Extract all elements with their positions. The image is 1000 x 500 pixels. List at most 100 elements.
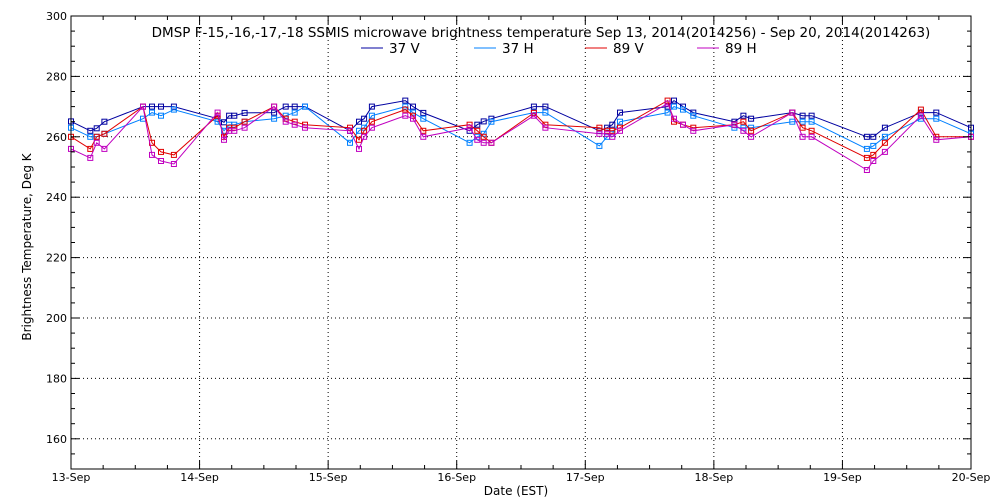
data-point: [596, 130, 603, 137]
data-point: [158, 158, 164, 164]
data-point: [748, 115, 755, 122]
data-point: [466, 124, 473, 131]
data-point: [480, 118, 487, 125]
data-point: [241, 124, 248, 131]
y-tick-label: 300: [46, 10, 67, 23]
x-tick-label: 19-Sep: [823, 471, 862, 484]
data-point: [870, 142, 877, 149]
x-tick-label: 14-Sep: [180, 471, 219, 484]
data-point: [410, 103, 416, 110]
y-tick-label: 220: [46, 252, 67, 265]
legend-label: 89 H: [725, 41, 757, 57]
data-point: [617, 127, 623, 134]
data-point: [282, 103, 289, 110]
legend-item: 89 H: [697, 41, 757, 57]
data-point: [101, 145, 108, 152]
data-point: [933, 115, 940, 122]
data-point: [347, 124, 353, 131]
data-point: [271, 103, 278, 110]
data-point: [748, 133, 755, 140]
data-point: [530, 112, 537, 119]
data-point: [420, 115, 427, 122]
x-tick-label: 16-Sep: [437, 471, 476, 484]
data-point: [863, 145, 870, 152]
legend-item: 37 V: [361, 41, 420, 57]
data-point: [863, 167, 870, 173]
data-point: [748, 127, 755, 134]
x-tick-label: 18-Sep: [695, 471, 734, 484]
data-point: [101, 118, 108, 125]
data-point: [368, 118, 375, 125]
data-point: [214, 109, 221, 116]
data-point: [870, 133, 877, 140]
data-point: [241, 109, 248, 116]
series-line: [70, 102, 972, 171]
data-point: [402, 97, 409, 104]
data-point: [609, 121, 616, 128]
data-point: [291, 121, 298, 128]
data-point: [474, 127, 481, 134]
data-point: [617, 109, 623, 116]
data-point: [671, 103, 677, 110]
chart-title: DMSP F-15,-16,-17,-18 SSMIS microwave br…: [152, 25, 931, 41]
y-tick-label: 260: [46, 131, 67, 144]
data-point: [530, 103, 537, 110]
data-point: [596, 124, 603, 131]
axis-ticks: 160 180 200 220 240 260 280 300 13-Sep 14-Sep 15-S…: [46, 10, 990, 484]
data-point: [302, 103, 308, 110]
legend-label: 37 H: [502, 41, 534, 57]
data-point: [881, 124, 888, 131]
y-tick-label: 280: [46, 70, 67, 83]
data-point: [361, 127, 368, 134]
data-point: [881, 139, 888, 146]
data-point: [420, 109, 427, 116]
y-axis-label: Brightness Temperature, Deg K: [20, 152, 34, 340]
data-point: [690, 124, 697, 131]
data-point: [241, 118, 248, 125]
data-point: [617, 124, 623, 131]
data-point: [101, 130, 108, 137]
data-point: [291, 103, 298, 110]
y-tick-label: 180: [46, 372, 67, 385]
data-point: [740, 112, 747, 119]
data-point: [149, 103, 155, 110]
y-tick-label: 200: [46, 312, 67, 325]
data-point: [881, 148, 888, 155]
data-point: [231, 127, 238, 134]
data-point: [420, 133, 427, 140]
data-point: [542, 124, 549, 131]
data-point: [789, 118, 796, 125]
legend-item: 89 V: [585, 41, 644, 57]
data-point: [680, 121, 686, 128]
data-point: [402, 106, 409, 113]
data-point: [158, 112, 164, 119]
data-point: [933, 109, 940, 116]
data-point: [671, 115, 677, 122]
data-point: [917, 106, 924, 113]
data-point: [466, 139, 473, 146]
data-point: [170, 161, 177, 167]
x-axis-label: Date (EST): [484, 484, 548, 498]
data-point: [93, 133, 100, 140]
data-point: [870, 151, 877, 158]
data-point: [671, 97, 677, 104]
data-point: [356, 145, 362, 152]
data-point: [361, 115, 368, 122]
data-point: [158, 103, 164, 110]
data-point: [596, 142, 603, 149]
data-point: [170, 106, 177, 113]
data-point: [149, 151, 155, 158]
data-point: [863, 133, 870, 140]
data-point: [347, 139, 353, 146]
data-point: [420, 127, 427, 134]
data-point: [87, 154, 94, 161]
data-point: [680, 106, 686, 113]
data-point: [690, 109, 697, 116]
series-layer: [68, 97, 974, 173]
data-point: [87, 133, 94, 140]
data-point: [474, 121, 481, 128]
data-point: [368, 124, 375, 131]
y-tick-label: 160: [46, 433, 67, 446]
data-point: [731, 121, 738, 128]
